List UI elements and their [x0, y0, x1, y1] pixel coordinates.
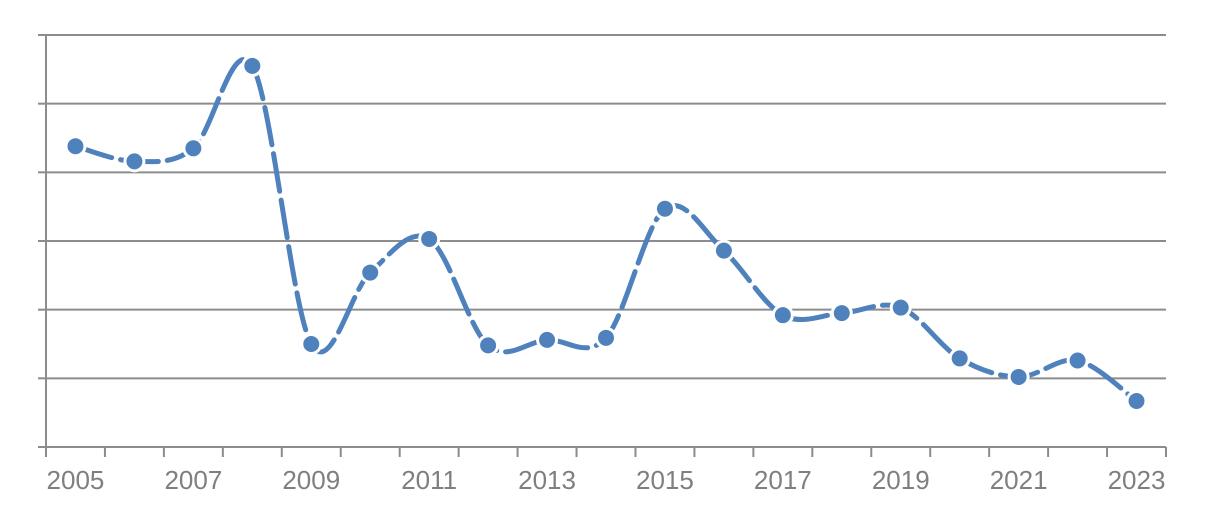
data-point: [951, 350, 968, 367]
data-point: [126, 153, 143, 170]
data-point: [244, 57, 261, 74]
data-point: [303, 336, 320, 352]
x-tick-label: 2007: [164, 465, 222, 495]
data-point: [892, 299, 909, 316]
x-tick-label: 2015: [636, 465, 694, 495]
data-point: [715, 242, 732, 259]
axes: [38, 34, 1167, 457]
data-point: [421, 230, 438, 247]
x-tick-label: 2009: [282, 465, 340, 495]
data-point: [1128, 392, 1145, 409]
data-point: [539, 331, 556, 348]
data-point: [656, 200, 673, 217]
data-point: [67, 138, 84, 155]
data-point: [362, 264, 379, 281]
data-point: [833, 305, 850, 322]
x-tick-label: 2011: [401, 465, 457, 495]
x-tick-label: 2005: [47, 465, 105, 495]
x-tick-label: 2013: [518, 465, 576, 495]
data-point: [774, 307, 791, 324]
markers: [64, 54, 1148, 412]
series-layer: [72, 56, 1140, 404]
x-tick-label: 2019: [872, 465, 930, 495]
gridlines: [46, 34, 1166, 380]
data-point: [185, 140, 202, 157]
x-tick-label: 2023: [1108, 465, 1166, 495]
x-tick-label: 2021: [990, 465, 1048, 495]
x-tick-labels: 2005 2007 2009 2011 2013 2015 2017 2019 2021 2023: [47, 465, 1166, 495]
data-point: [1010, 368, 1027, 385]
data-point: [480, 337, 497, 354]
x-tick-label: 2017: [754, 465, 812, 495]
data-point: [1069, 352, 1086, 369]
data-point: [598, 329, 614, 346]
series-line: [72, 56, 1140, 404]
